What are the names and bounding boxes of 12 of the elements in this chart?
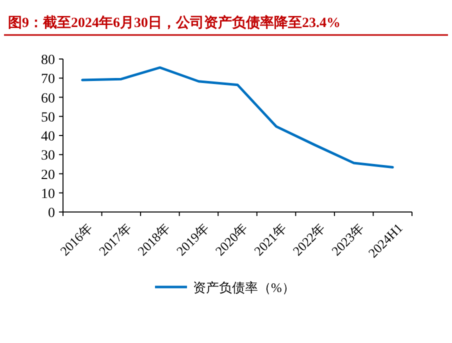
y-tick-label: 30 — [41, 148, 55, 164]
y-tick-label: 10 — [41, 186, 55, 202]
y-tick-label: 60 — [41, 91, 55, 106]
line-series — [81, 66, 394, 168]
legend-label: 资产负债率（%） — [193, 280, 295, 295]
y-tick-label: 20 — [41, 168, 55, 183]
y-tick-label: 80 — [41, 53, 55, 68]
y-tick-label: 70 — [41, 72, 55, 88]
y-tick-label: 40 — [41, 130, 55, 144]
y-tick-label: 0 — [48, 206, 55, 221]
y-tick-label: 50 — [41, 110, 55, 126]
chart-title: 图9：截至2024年6月30日，公司资产负债率降至23.4% — [8, 14, 340, 31]
